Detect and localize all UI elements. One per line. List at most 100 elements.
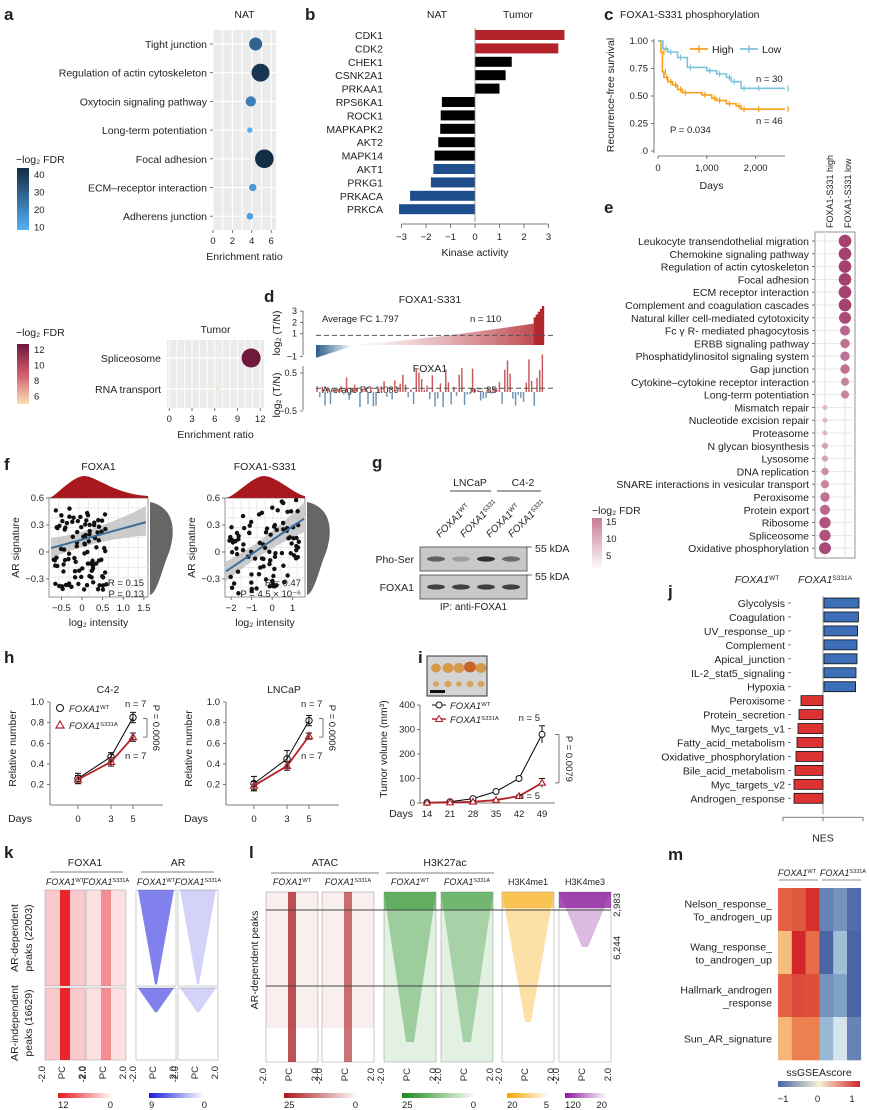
kinase-bar — [475, 70, 506, 81]
data-point — [104, 582, 109, 587]
x-axis-label: Kinase activity — [441, 247, 509, 259]
lane-allele: WT — [457, 502, 469, 514]
top-signal — [502, 892, 554, 908]
data-point — [71, 515, 76, 520]
data-point — [90, 563, 96, 569]
column-header-high: FOXA1-S331 high — [825, 155, 835, 228]
x-tick-label: 2.0 — [118, 1066, 129, 1079]
hallmark-label: IL-2_stat5_signaling — [691, 668, 785, 680]
waterfall-bar — [525, 324, 528, 345]
pathway-label: Spliceosome — [749, 530, 809, 542]
data-point — [64, 520, 70, 526]
genotype-superscript: S331A — [832, 575, 852, 582]
cell-line-c42: C4-2 — [512, 477, 535, 489]
y-tick-label: 0 — [410, 798, 415, 809]
pathway-label: Mismatch repair — [734, 402, 809, 414]
kinase-bar — [410, 190, 475, 201]
legend-title: −log₂ FDR — [592, 505, 641, 517]
data-point — [288, 509, 294, 514]
x-tick-label: 2.0 — [168, 1066, 179, 1079]
waterfall-bar — [488, 329, 491, 345]
waterfall-bar — [403, 340, 406, 345]
y-tick-label: −0.5 — [279, 406, 297, 416]
data-point — [58, 546, 64, 552]
y-tick-label: 3 — [292, 306, 297, 316]
waterfall-bar — [318, 392, 321, 398]
waterfall-bar — [431, 375, 434, 392]
pathway-label: Focal adhesion — [136, 154, 207, 166]
data-point — [267, 561, 272, 567]
x-axis-label: Enrichment ratio — [206, 251, 283, 263]
nes-bar — [795, 751, 824, 762]
kinase-bar — [475, 43, 559, 54]
waterfall-bar — [494, 329, 497, 345]
group-title-ar: AR — [171, 857, 186, 869]
waterfall-bar — [500, 328, 503, 345]
colorbar-tick: 120 — [565, 1100, 581, 1110]
heatmap-cell — [778, 888, 793, 932]
pathway-label: Long-term potentiation — [102, 125, 207, 137]
panel-letter-g: g — [372, 453, 382, 472]
tumor-xenograft — [444, 680, 452, 688]
x-tick-label: PC — [57, 1066, 68, 1079]
heatmap-cell — [847, 931, 862, 975]
y-tick-label: 1.00 — [630, 36, 649, 47]
panel-d-title-foxa1: FOXA1 — [413, 363, 448, 375]
data-point — [272, 554, 278, 559]
y-tick-label: 0.6 — [207, 493, 220, 504]
x-tick-label: 0 — [655, 163, 660, 174]
waterfall-bar — [493, 389, 495, 392]
waterfall-bar — [482, 392, 485, 399]
enrichment-dot — [840, 338, 850, 349]
data-point — [103, 548, 108, 554]
data-point — [53, 581, 58, 586]
protein-band — [502, 556, 520, 562]
panel-d-title-s331: FOXA1-S331 — [399, 294, 462, 306]
waterfall-bar — [412, 392, 415, 405]
genotype-base: FOXA1 — [83, 877, 113, 887]
data-point — [229, 550, 235, 555]
genotype-superscript: WT — [166, 878, 175, 884]
waterfall-bar — [423, 390, 426, 392]
data-point — [256, 571, 262, 577]
marker-triangle — [537, 778, 547, 786]
waterfall-bar — [479, 331, 483, 345]
data-point — [248, 519, 254, 525]
data-point — [295, 509, 300, 514]
waterfall-bar — [537, 311, 541, 345]
column-label: FOXA1WT — [137, 877, 176, 887]
waterfall-bar — [469, 392, 471, 395]
waterfall-bar — [400, 340, 404, 345]
enrichment-dot — [821, 467, 829, 476]
waterfall-bar — [432, 337, 435, 345]
tumor-xenograft — [475, 663, 487, 673]
waterfall-bar — [459, 333, 462, 345]
survival-curve-high — [658, 40, 785, 110]
data-point — [93, 561, 99, 566]
data-point — [81, 587, 87, 592]
data-point — [257, 540, 263, 546]
legend-marker-wt — [435, 701, 443, 709]
x-axis-label: log₂ intensity — [69, 617, 129, 629]
x-tick-label: 6 — [269, 236, 274, 247]
hallmark-label: Glycolysis — [738, 598, 785, 610]
genotype-base: FOXA1 — [820, 868, 850, 878]
data-point — [228, 534, 233, 540]
data-point — [52, 558, 58, 563]
waterfall-bar — [528, 359, 530, 392]
waterfall-bar — [367, 392, 369, 405]
kinase-label: CDK2 — [355, 43, 383, 55]
group-title-h3k27ac: H3K27ac — [423, 857, 466, 869]
enrichment-dot — [246, 212, 254, 220]
data-point — [87, 528, 92, 534]
x-tick-label: 3 — [108, 814, 113, 825]
pathway-label: RNA transport — [95, 384, 161, 396]
waterfall-bar — [380, 342, 383, 345]
waterfall-bar — [384, 342, 387, 345]
data-point — [95, 530, 100, 535]
gene-set-label: _response — [722, 998, 772, 1010]
x-tick-label: 2.0 — [210, 1066, 221, 1079]
waterfall-bar — [477, 331, 480, 345]
data-point — [249, 572, 254, 577]
heatmap-cell — [805, 888, 820, 932]
